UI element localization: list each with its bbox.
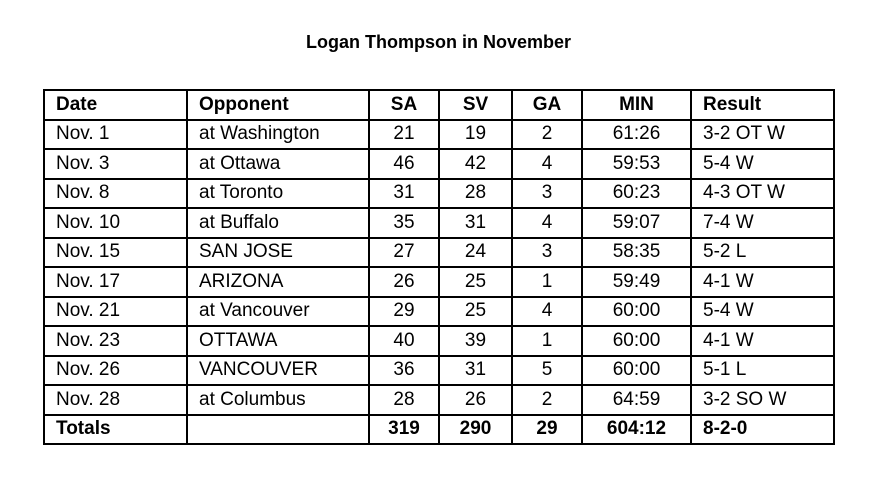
- cell-opponent: SAN JOSE: [186, 236, 370, 268]
- cell-sv: 28: [438, 177, 513, 209]
- header-date: Date: [43, 89, 188, 121]
- table-row: Nov. 17 ARIZONA 26 25 1 59:49 4-1 W: [43, 266, 835, 298]
- cell-ga: 4: [511, 148, 583, 180]
- cell-ga: 1: [511, 266, 583, 298]
- cell-min: 59:49: [581, 266, 692, 298]
- totals-min: 604:12: [581, 413, 692, 445]
- cell-sa: 28: [368, 384, 440, 416]
- cell-sa: 27: [368, 236, 440, 268]
- totals-opponent: [186, 413, 370, 445]
- cell-min: 59:53: [581, 148, 692, 180]
- cell-ga: 5: [511, 354, 583, 386]
- table-row: Nov. 23 OTTAWA 40 39 1 60:00 4-1 W: [43, 325, 835, 357]
- cell-sv: 39: [438, 325, 513, 357]
- header-sa: SA: [368, 89, 440, 121]
- cell-result: 4-1 W: [690, 325, 835, 357]
- cell-sv: 31: [438, 207, 513, 239]
- cell-sv: 24: [438, 236, 513, 268]
- cell-date: Nov. 26: [43, 354, 188, 386]
- cell-result: 5-1 L: [690, 354, 835, 386]
- table-row: Nov. 1 at Washington 21 19 2 61:26 3-2 OT W: [43, 118, 835, 150]
- cell-opponent: OTTAWA: [186, 325, 370, 357]
- cell-sv: 26: [438, 384, 513, 416]
- cell-min: 60:00: [581, 295, 692, 327]
- cell-sv: 31: [438, 354, 513, 386]
- cell-min: 61:26: [581, 118, 692, 150]
- cell-date: Nov. 21: [43, 295, 188, 327]
- cell-sv: 19: [438, 118, 513, 150]
- cell-opponent: at Vancouver: [186, 295, 370, 327]
- cell-ga: 3: [511, 177, 583, 209]
- cell-date: Nov. 10: [43, 207, 188, 239]
- cell-opponent: at Washington: [186, 118, 370, 150]
- totals-sa: 319: [368, 413, 440, 445]
- cell-sa: 31: [368, 177, 440, 209]
- cell-sv: 42: [438, 148, 513, 180]
- cell-opponent: at Buffalo: [186, 207, 370, 239]
- header-opponent: Opponent: [186, 89, 370, 121]
- cell-date: Nov. 28: [43, 384, 188, 416]
- cell-result: 4-1 W: [690, 266, 835, 298]
- cell-min: 64:59: [581, 384, 692, 416]
- cell-ga: 4: [511, 207, 583, 239]
- totals-ga: 29: [511, 413, 583, 445]
- table-row: Nov. 10 at Buffalo 35 31 4 59:07 7-4 W: [43, 207, 835, 239]
- cell-ga: 2: [511, 384, 583, 416]
- cell-result: 3-2 OT W: [690, 118, 835, 150]
- cell-result: 5-4 W: [690, 295, 835, 327]
- totals-result: 8-2-0: [690, 413, 835, 445]
- cell-sa: 21: [368, 118, 440, 150]
- cell-opponent: at Ottawa: [186, 148, 370, 180]
- cell-result: 4-3 OT W: [690, 177, 835, 209]
- table-row: Nov. 26 VANCOUVER 36 31 5 60:00 5-1 L: [43, 354, 835, 386]
- cell-date: Nov. 17: [43, 266, 188, 298]
- cell-sa: 46: [368, 148, 440, 180]
- cell-sa: 26: [368, 266, 440, 298]
- cell-opponent: at Toronto: [186, 177, 370, 209]
- cell-result: 5-2 L: [690, 236, 835, 268]
- cell-result: 3-2 SO W: [690, 384, 835, 416]
- table-row: Nov. 28 at Columbus 28 26 2 64:59 3-2 SO W: [43, 384, 835, 416]
- cell-ga: 1: [511, 325, 583, 357]
- cell-date: Nov. 8: [43, 177, 188, 209]
- header-min: MIN: [581, 89, 692, 121]
- cell-date: Nov. 23: [43, 325, 188, 357]
- totals-label: Totals: [43, 413, 188, 445]
- cell-date: Nov. 3: [43, 148, 188, 180]
- totals-row: Totals 319 290 29 604:12 8-2-0: [43, 413, 835, 445]
- cell-ga: 4: [511, 295, 583, 327]
- table-title: Logan Thompson in November: [305, 32, 571, 52]
- cell-sa: 29: [368, 295, 440, 327]
- cell-min: 60:23: [581, 177, 692, 209]
- cell-result: 5-4 W: [690, 148, 835, 180]
- cell-min: 60:00: [581, 354, 692, 386]
- cell-min: 59:07: [581, 207, 692, 239]
- cell-sa: 40: [368, 325, 440, 357]
- header-ga: GA: [511, 89, 583, 121]
- cell-result: 7-4 W: [690, 207, 835, 239]
- cell-ga: 3: [511, 236, 583, 268]
- table-row: Nov. 8 at Toronto 31 28 3 60:23 4-3 OT W: [43, 177, 835, 209]
- cell-sv: 25: [438, 266, 513, 298]
- cell-date: Nov. 15: [43, 236, 188, 268]
- totals-sv: 290: [438, 413, 513, 445]
- cell-sv: 25: [438, 295, 513, 327]
- game-log-table: Date Opponent SA SV GA MIN Result Nov. 1…: [43, 89, 835, 445]
- cell-date: Nov. 1: [43, 118, 188, 150]
- table-row: Nov. 15 SAN JOSE 27 24 3 58:35 5-2 L: [43, 236, 835, 268]
- cell-opponent: at Columbus: [186, 384, 370, 416]
- header-row: Date Opponent SA SV GA MIN Result: [43, 89, 835, 121]
- cell-sa: 35: [368, 207, 440, 239]
- cell-min: 58:35: [581, 236, 692, 268]
- cell-ga: 2: [511, 118, 583, 150]
- cell-opponent: ARIZONA: [186, 266, 370, 298]
- header-sv: SV: [438, 89, 513, 121]
- header-result: Result: [690, 89, 835, 121]
- cell-sa: 36: [368, 354, 440, 386]
- cell-opponent: VANCOUVER: [186, 354, 370, 386]
- cell-min: 60:00: [581, 325, 692, 357]
- table-row: Nov. 3 at Ottawa 46 42 4 59:53 5-4 W: [43, 148, 835, 180]
- table-row: Nov. 21 at Vancouver 29 25 4 60:00 5-4 W: [43, 295, 835, 327]
